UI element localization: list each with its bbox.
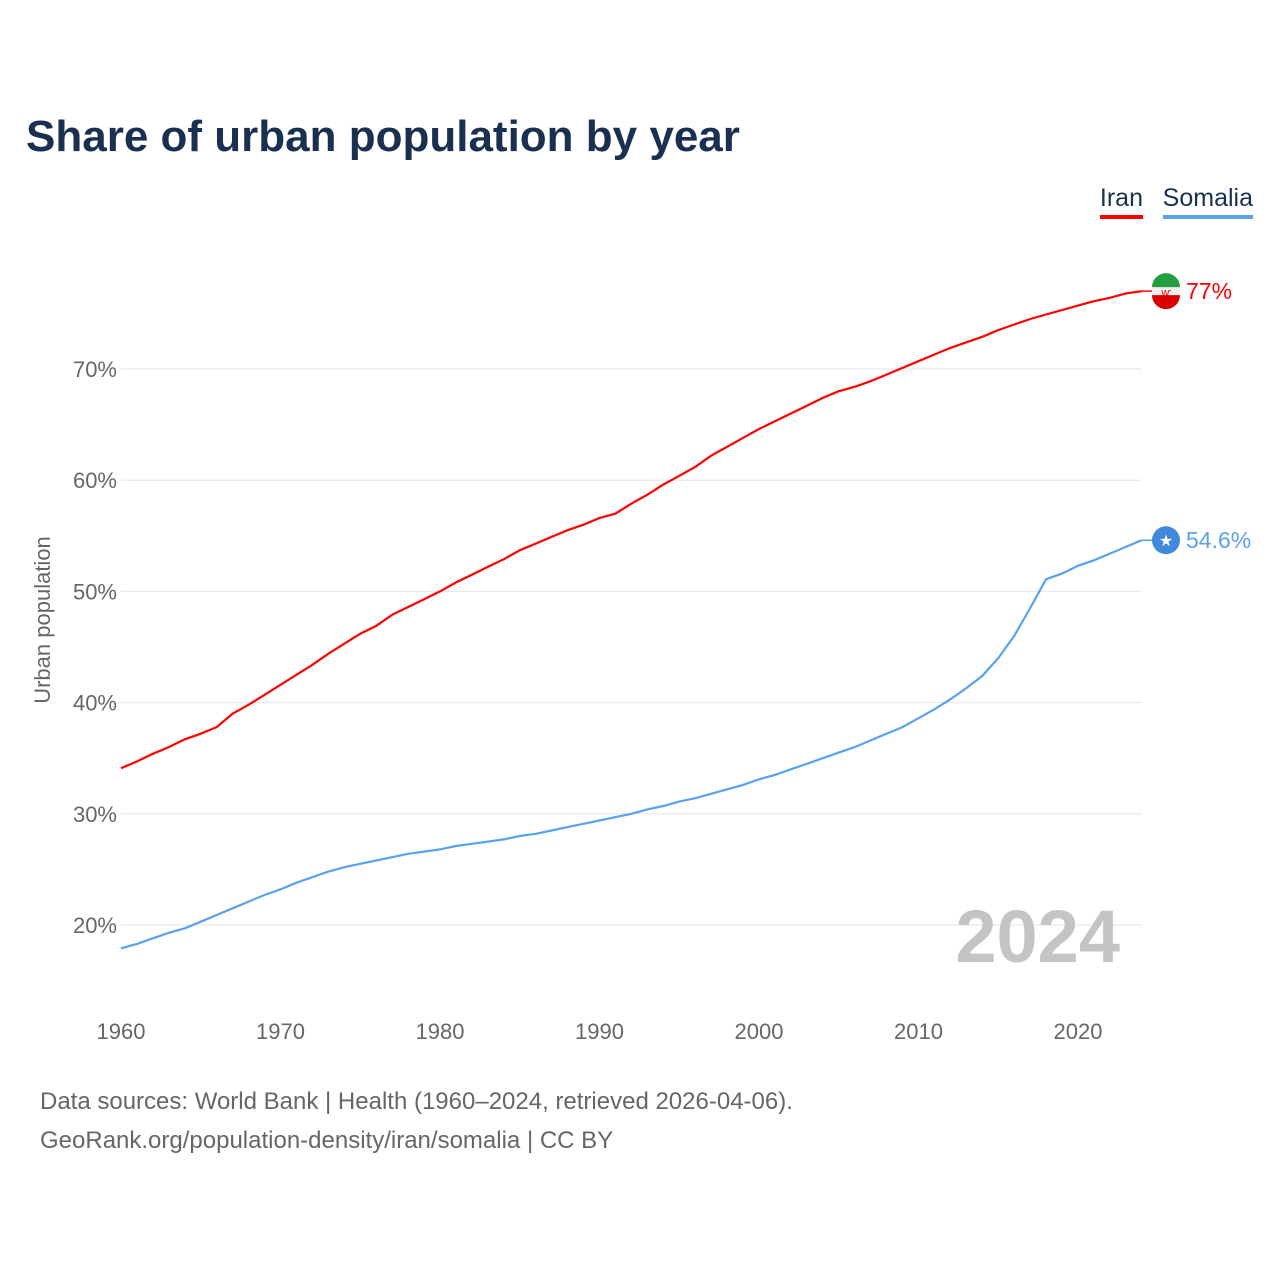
series-line-iran <box>120 290 1142 770</box>
legend-iran[interactable]: Iran <box>1099 184 1143 219</box>
y-tick-label: 20% <box>73 913 117 938</box>
x-tick-label: 2000 <box>735 1019 784 1044</box>
iran-flag-red <box>1152 295 1181 310</box>
x-tick-label: 2020 <box>1054 1019 1103 1044</box>
chart-title: Share of urban population by year <box>26 112 740 161</box>
year-watermark: 2024 <box>955 895 1120 978</box>
y-tick-label: 40% <box>73 691 117 716</box>
x-tick-label: 1980 <box>416 1019 465 1044</box>
x-tick-label: 2010 <box>894 1019 943 1044</box>
legend-somalia[interactable]: Somalia <box>1162 184 1253 219</box>
series-line-somalia <box>120 539 1143 950</box>
y-tick-label: 60% <box>73 468 117 493</box>
end-value-label-iran: 77% <box>1186 278 1232 304</box>
iran-flag-green <box>1152 273 1181 288</box>
y-tick-label: 30% <box>73 802 117 827</box>
footer-link[interactable]: GeoRank.org/population-density/iran/soma… <box>40 1127 614 1154</box>
iran-emblem: ⱳ <box>1160 287 1171 299</box>
x-tick-label: 1990 <box>575 1019 624 1044</box>
footer-sources: Data sources: World Bank | Health (1960–… <box>40 1088 793 1115</box>
somalia-star: ★ <box>1159 533 1173 550</box>
y-tick-label: 70% <box>73 357 117 382</box>
somalia-flag-icon <box>1152 526 1180 555</box>
end-value-label-somalia: 54.6% <box>1186 527 1251 553</box>
x-tick-label: 1960 <box>97 1019 146 1044</box>
y-axis-label: Urban population <box>30 536 55 704</box>
y-tick-label: 50% <box>73 579 117 604</box>
x-tick-label: 1970 <box>256 1019 305 1044</box>
